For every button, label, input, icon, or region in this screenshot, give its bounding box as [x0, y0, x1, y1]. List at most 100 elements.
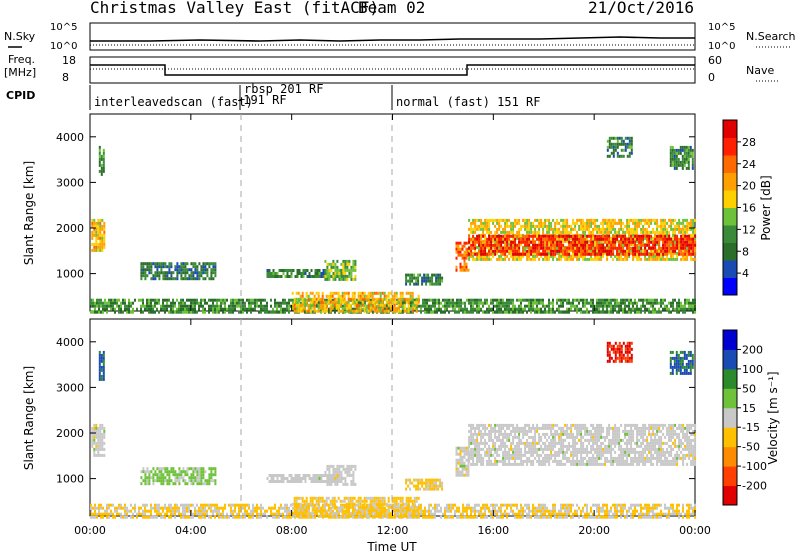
data-cell-power	[182, 301, 184, 305]
data-cell-velocity	[100, 368, 103, 372]
data-cell-power	[214, 304, 216, 308]
data-cell-power	[542, 234, 545, 238]
data-cell-power	[101, 236, 104, 240]
data-cell-velocity	[512, 426, 515, 430]
data-cell-power	[502, 298, 504, 302]
data-cell-power	[379, 291, 382, 295]
data-cell-power	[580, 252, 583, 256]
cpid-row: CPID interleavedscan (fast) rbsp 201 RF …	[6, 82, 541, 110]
data-cell-power	[299, 297, 302, 301]
data-cell-power	[381, 300, 384, 304]
data-cell-power	[462, 310, 464, 314]
data-cell-power	[536, 307, 538, 311]
data-cell-power	[168, 271, 171, 275]
data-cell-velocity	[532, 447, 535, 451]
data-cell-power	[608, 298, 610, 302]
data-cell-power	[679, 151, 682, 155]
data-cell-power	[494, 237, 497, 241]
data-cell-power	[399, 303, 402, 307]
data-cell-power	[355, 309, 358, 313]
data-cell-power	[604, 234, 607, 238]
data-cell-power	[556, 243, 559, 247]
data-cell-velocity	[544, 462, 547, 466]
data-cell-velocity	[300, 480, 303, 483]
data-cell-power	[666, 233, 669, 237]
data-cell-velocity	[468, 438, 471, 442]
data-cell-velocity	[270, 477, 273, 480]
data-cell-power	[186, 262, 189, 266]
data-cell-power	[268, 310, 270, 314]
data-cell-power	[638, 221, 641, 225]
data-cell-velocity	[484, 444, 487, 448]
data-cell-velocity	[518, 453, 521, 457]
data-cell-power	[456, 301, 458, 305]
data-cell-power	[620, 257, 623, 261]
data-cell-power	[624, 298, 626, 302]
data-cell-power	[558, 243, 561, 247]
data-cell-power	[654, 240, 657, 244]
data-cell-power	[646, 301, 648, 305]
data-cell-power	[478, 254, 481, 258]
data-cell-power	[632, 242, 635, 246]
data-cell-power	[357, 294, 360, 298]
data-cell-power	[158, 271, 161, 275]
data-cell-power	[174, 268, 177, 272]
data-cell-power	[433, 282, 436, 286]
data-cell-power	[152, 307, 154, 311]
data-cell-power	[626, 227, 629, 231]
data-cell-power	[329, 297, 332, 301]
data-cell-power	[337, 297, 340, 301]
data-cell-velocity	[148, 482, 151, 486]
data-cell-power	[336, 271, 339, 275]
data-cell-power	[272, 310, 274, 314]
data-cell-power	[291, 306, 294, 310]
data-cell-velocity	[202, 476, 205, 480]
data-cell-power	[430, 307, 432, 311]
data-cell-power	[680, 230, 683, 234]
data-cell-power	[345, 306, 348, 310]
data-cell-velocity	[415, 487, 418, 491]
data-cell-power	[542, 304, 544, 308]
data-cell-velocity	[101, 441, 104, 445]
data-cell-power	[594, 304, 596, 308]
data-cell-power	[455, 250, 458, 254]
data-cell-power	[642, 237, 645, 241]
data-cell-power	[596, 257, 599, 261]
data-cell-power	[660, 249, 663, 253]
data-cell-power	[148, 268, 151, 272]
data-cell-velocity	[196, 473, 199, 477]
data-cell-power	[347, 306, 350, 310]
data-cell-power	[304, 269, 307, 272]
data-cell-power	[297, 297, 300, 301]
data-cell-power	[480, 224, 483, 228]
data-cell-velocity	[429, 478, 432, 482]
data-cell-power	[626, 145, 629, 149]
data-cell-power	[514, 307, 516, 311]
data-cell-velocity	[439, 478, 442, 482]
data-cell-power	[305, 309, 308, 313]
data-cell-velocity	[465, 458, 468, 462]
data-cell-power	[264, 304, 266, 308]
data-cell-velocity	[524, 444, 527, 448]
data-cell-power	[310, 269, 313, 272]
data-cell-velocity	[101, 444, 104, 448]
data-cell-velocity	[459, 461, 462, 465]
data-cell-power	[676, 237, 679, 241]
data-cell-power	[166, 274, 169, 278]
data-cell-power	[337, 291, 340, 295]
data-cell-power	[666, 221, 669, 225]
data-cell-power	[484, 301, 486, 305]
data-cell-velocity	[328, 464, 331, 468]
data-cell-power	[624, 237, 627, 241]
data-cell-power	[644, 236, 647, 240]
data-cell-velocity	[534, 429, 537, 433]
data-cell-power	[662, 252, 665, 256]
data-cell-power	[405, 282, 408, 286]
data-cell-power	[250, 301, 252, 305]
data-cell-power	[544, 221, 547, 225]
data-cell-velocity	[470, 432, 473, 436]
data-cell-power	[218, 310, 220, 314]
data-cell-velocity	[548, 447, 551, 451]
data-cell-power	[486, 230, 489, 234]
data-cell-power	[200, 265, 203, 269]
